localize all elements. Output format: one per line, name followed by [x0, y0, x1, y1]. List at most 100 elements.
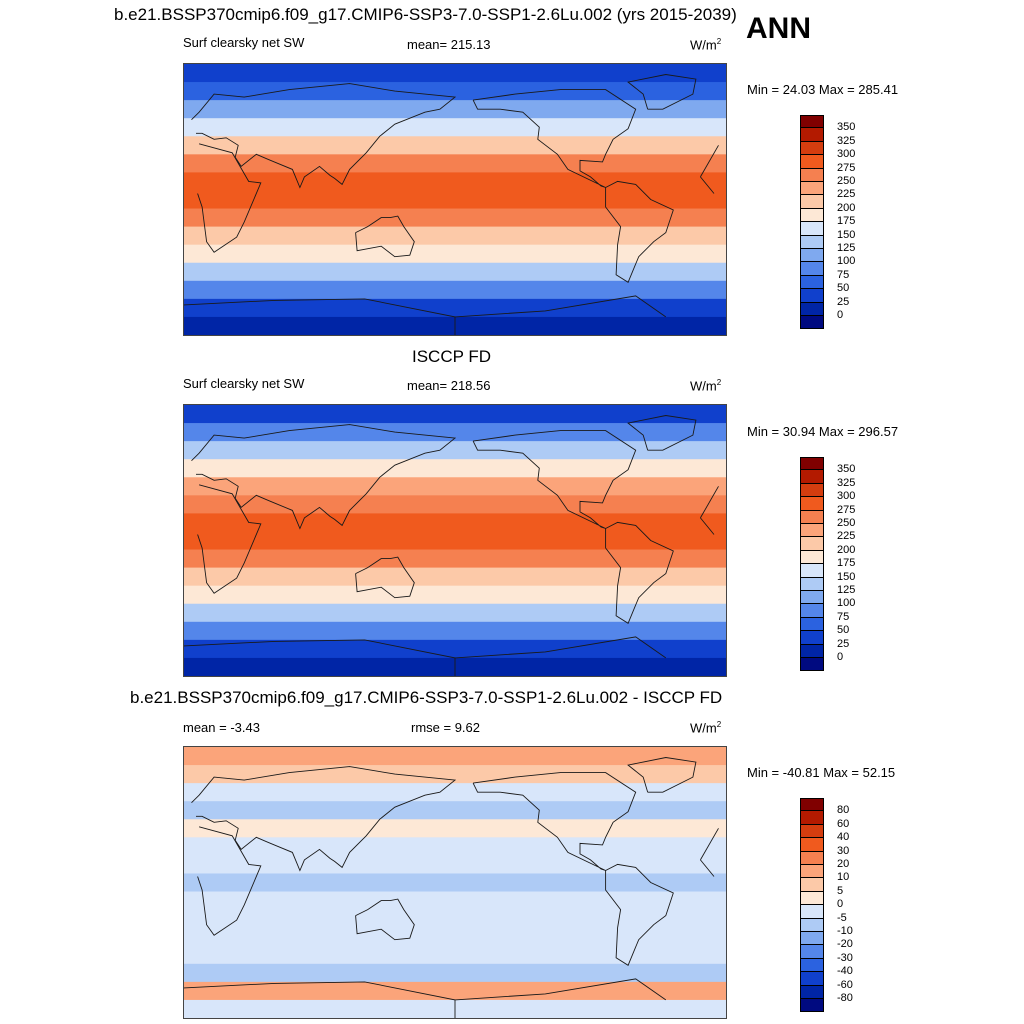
coastline — [605, 521, 674, 624]
colorbar-segment — [800, 262, 824, 276]
colorbar-tick-label: 275 — [837, 503, 856, 516]
coastline — [627, 74, 697, 110]
panel-2-title: ISCCP FD — [412, 347, 492, 366]
zonal-band — [184, 927, 726, 947]
colorbar-segment — [800, 811, 824, 825]
colorbar-segment — [800, 168, 824, 182]
coastline — [355, 215, 415, 258]
colorbar-segment — [800, 115, 824, 129]
colorbar-tick-label: 100 — [837, 597, 856, 610]
colorbar-segment — [800, 604, 824, 618]
colorbar-tick-label: -20 — [837, 938, 853, 951]
colorbar-segment — [800, 457, 824, 471]
colorbar-tick-label: -40 — [837, 965, 853, 978]
zonal-band — [184, 64, 726, 83]
panel-3-mean-label: mean = -3.43 — [183, 720, 260, 735]
colorbar-segment — [800, 470, 824, 484]
colorbar-tick-label: 10 — [837, 871, 850, 884]
coastline — [355, 898, 415, 941]
colorbar-tick-label: 175 — [837, 557, 856, 570]
panel-3-rmse-label: rmse = 9.62 — [411, 720, 481, 735]
zonal-band — [184, 783, 726, 802]
coastline — [191, 766, 457, 872]
zonal-band — [184, 244, 726, 264]
coastline — [191, 83, 457, 189]
colorbar-segment — [800, 577, 824, 591]
colorbar-tick-label: 125 — [837, 242, 856, 254]
zonal-band — [184, 208, 726, 228]
colorbar-tick-label: 225 — [837, 188, 856, 201]
panel-2-map — [183, 404, 727, 677]
colorbar-tick-label: 150 — [837, 228, 856, 241]
panel-3-units: W/m2 — [690, 720, 722, 736]
colorbar-segment — [800, 617, 824, 632]
colorbar-segment — [800, 999, 824, 1013]
panel-2-mean-label: mean= 218.56 — [407, 378, 491, 393]
colorbar-tick-label: -10 — [837, 925, 853, 937]
colorbar-tick-label: 350 — [837, 463, 856, 476]
zonal-band — [184, 513, 726, 532]
coastline — [197, 826, 262, 936]
colorbar-segment — [800, 497, 824, 511]
coastline — [700, 486, 719, 519]
colorbar-segment — [800, 644, 824, 658]
coastline — [454, 295, 667, 318]
zonal-band — [184, 837, 726, 856]
panel-3-map — [183, 746, 727, 1019]
colorbar-tick-label: 275 — [837, 161, 856, 174]
coastline — [472, 430, 637, 529]
coastline — [454, 978, 667, 1001]
colorbar-tick-label: 5 — [837, 884, 844, 897]
colorbar-tick-label: 75 — [837, 610, 850, 623]
colorbar-tick-label: 200 — [837, 201, 856, 214]
colorbar-segment — [800, 128, 824, 142]
colorbar-tick-label: 20 — [837, 858, 850, 870]
panel-1-variable-label: Surf clearsky net SW — [183, 35, 305, 50]
zonal-band — [184, 262, 726, 282]
coastline — [700, 145, 719, 178]
colorbar-tick-label: 300 — [837, 490, 856, 503]
zonal-band — [184, 172, 726, 191]
colorbar-segment — [800, 537, 824, 551]
panel-2-minmax: Min = 30.94 Max = 296.57 — [747, 424, 899, 439]
colorbar-segment — [800, 249, 824, 263]
coastline — [184, 639, 456, 676]
colorbar-segment — [800, 945, 824, 959]
colorbar-tick-label: 25 — [837, 295, 850, 308]
colorbar-tick-label: 225 — [837, 530, 856, 543]
colorbar-segment — [800, 851, 824, 865]
colorbar-tick-label: 50 — [837, 282, 850, 295]
colorbar-tick-label: 100 — [837, 255, 856, 268]
colorbar-tick-label: 80 — [837, 804, 850, 817]
colorbar-segment — [800, 932, 824, 946]
zonal-band — [184, 477, 726, 496]
zonal-band — [184, 621, 726, 641]
colorbar-segment — [800, 483, 824, 498]
colorbar-tick-label: 125 — [837, 584, 856, 596]
colorbar-segment — [800, 985, 824, 999]
zonal-band — [184, 459, 726, 478]
colorbar-tick-label: 0 — [837, 309, 844, 321]
colorbar-tick-label: 0 — [837, 898, 844, 911]
coastline — [184, 981, 456, 1018]
colorbar-tick-label: 300 — [837, 148, 856, 161]
coastline — [472, 772, 637, 871]
coastline — [472, 89, 637, 188]
zonal-band — [184, 873, 726, 893]
colorbar-segment — [800, 550, 824, 565]
colorbar-segment — [800, 289, 824, 303]
colorbar-segment — [800, 631, 824, 645]
panel-3-minmax: Min = -40.81 Max = 52.15 — [747, 765, 896, 780]
colorbar-segment — [800, 222, 824, 236]
colorbar-tick-label: 60 — [837, 817, 850, 830]
zonal-band — [184, 801, 726, 820]
colorbar-segment — [800, 155, 824, 169]
colorbar-segment — [800, 302, 824, 316]
colorbar-segment — [800, 195, 824, 209]
colorbar-segment — [800, 958, 824, 973]
colorbar-segment — [800, 182, 824, 196]
zonal-band — [184, 549, 726, 569]
panel-3-title: b.e21.BSSP370cmip6.f09_g17.CMIP6-SSP3-7.… — [130, 688, 723, 707]
zonal-band — [184, 136, 726, 155]
zonal-band — [184, 585, 726, 605]
